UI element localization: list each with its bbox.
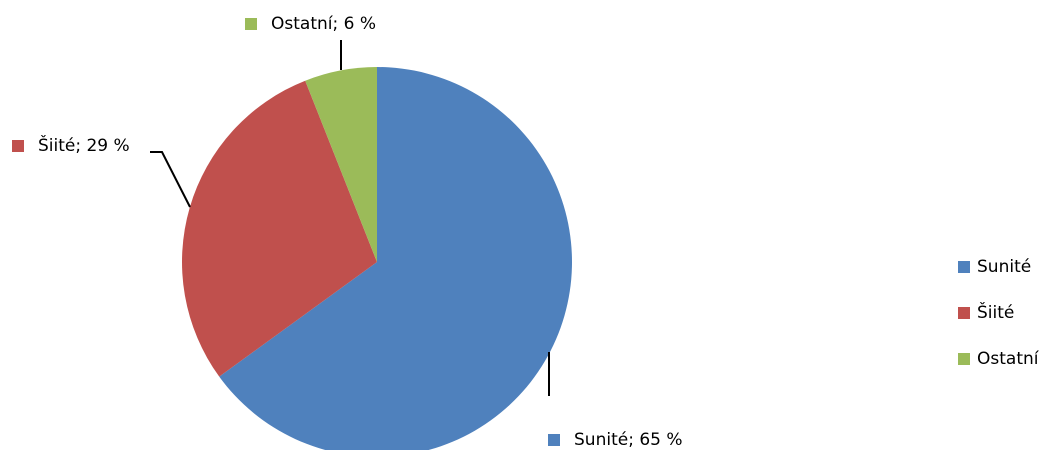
leader-lines [150, 40, 550, 396]
pie [181, 67, 572, 450]
pie-slice [219, 67, 572, 450]
legend-swatch [958, 353, 970, 365]
data-label-swatch [245, 18, 257, 30]
data-label: Sunité; 65 % [574, 430, 683, 450]
leader-line [150, 151, 191, 208]
data-label: Ostatní; 6 % [271, 14, 376, 34]
data-label-swatch [12, 140, 24, 152]
legend-swatch [958, 261, 970, 273]
legend-swatch [958, 307, 970, 319]
legend-label: Ostatní [977, 349, 1040, 369]
data-label-swatch [548, 434, 560, 446]
data-label: Šiité; 29 % [38, 134, 130, 156]
legend-label: Sunité [977, 257, 1031, 277]
pie-slice [305, 67, 377, 262]
legend-label: Šiité [977, 301, 1014, 323]
pie-slice [181, 80, 377, 377]
